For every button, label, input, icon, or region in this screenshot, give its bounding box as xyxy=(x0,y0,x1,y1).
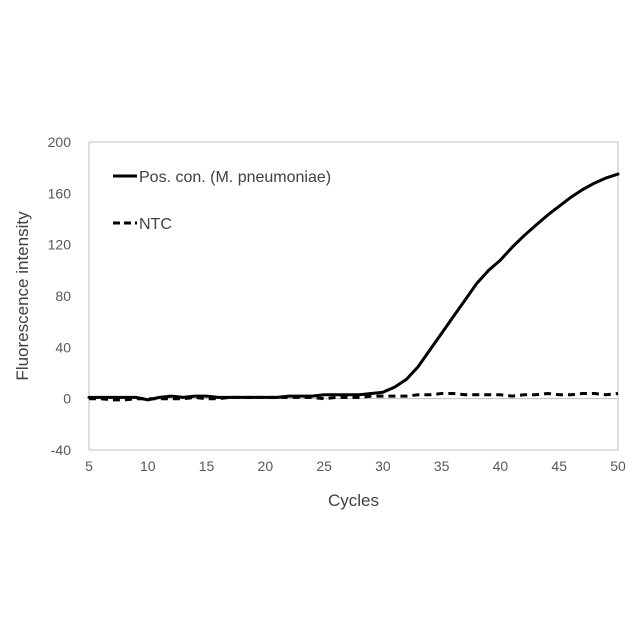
plot-area-border xyxy=(88,141,619,451)
legend: Pos. con. (M. pneumoniae) NTC xyxy=(113,169,331,233)
x-tick-label: 30 xyxy=(375,458,391,474)
x-tick-label: 45 xyxy=(551,458,567,474)
y-tick-label: -40 xyxy=(51,442,71,458)
y-tick-label: 200 xyxy=(48,134,72,150)
y-tick-label: 160 xyxy=(48,185,72,201)
y-tick-label: 0 xyxy=(63,391,71,407)
x-tick-label: 5 xyxy=(85,458,93,474)
x-tick-label: 25 xyxy=(316,458,332,474)
legend-label-1: NTC xyxy=(139,216,172,233)
series-line-1 xyxy=(89,392,619,402)
series-lines xyxy=(87,172,620,402)
y-tick-label: 120 xyxy=(48,237,72,253)
y-tick-labels: -40 0 40 80 120 160 200 xyxy=(48,134,72,458)
x-tick-label: 20 xyxy=(258,458,274,474)
x-tick-label: 50 xyxy=(610,458,626,474)
series-line-0 xyxy=(87,172,620,402)
legend-label-0: Pos. con. (M. pneumoniae) xyxy=(139,169,331,186)
y-tick-label: 40 xyxy=(55,339,71,355)
y-tick-label: 80 xyxy=(55,288,71,304)
x-tick-label: 10 xyxy=(140,458,156,474)
x-tick-label: 40 xyxy=(493,458,509,474)
x-tick-label: 15 xyxy=(199,458,215,474)
x-tick-labels: 5 10 15 20 25 30 35 40 45 50 xyxy=(85,458,626,474)
y-axis-title: Fluorescence intensity xyxy=(13,211,32,381)
x-tick-label: 35 xyxy=(434,458,450,474)
x-axis-title: Cycles xyxy=(328,491,379,510)
